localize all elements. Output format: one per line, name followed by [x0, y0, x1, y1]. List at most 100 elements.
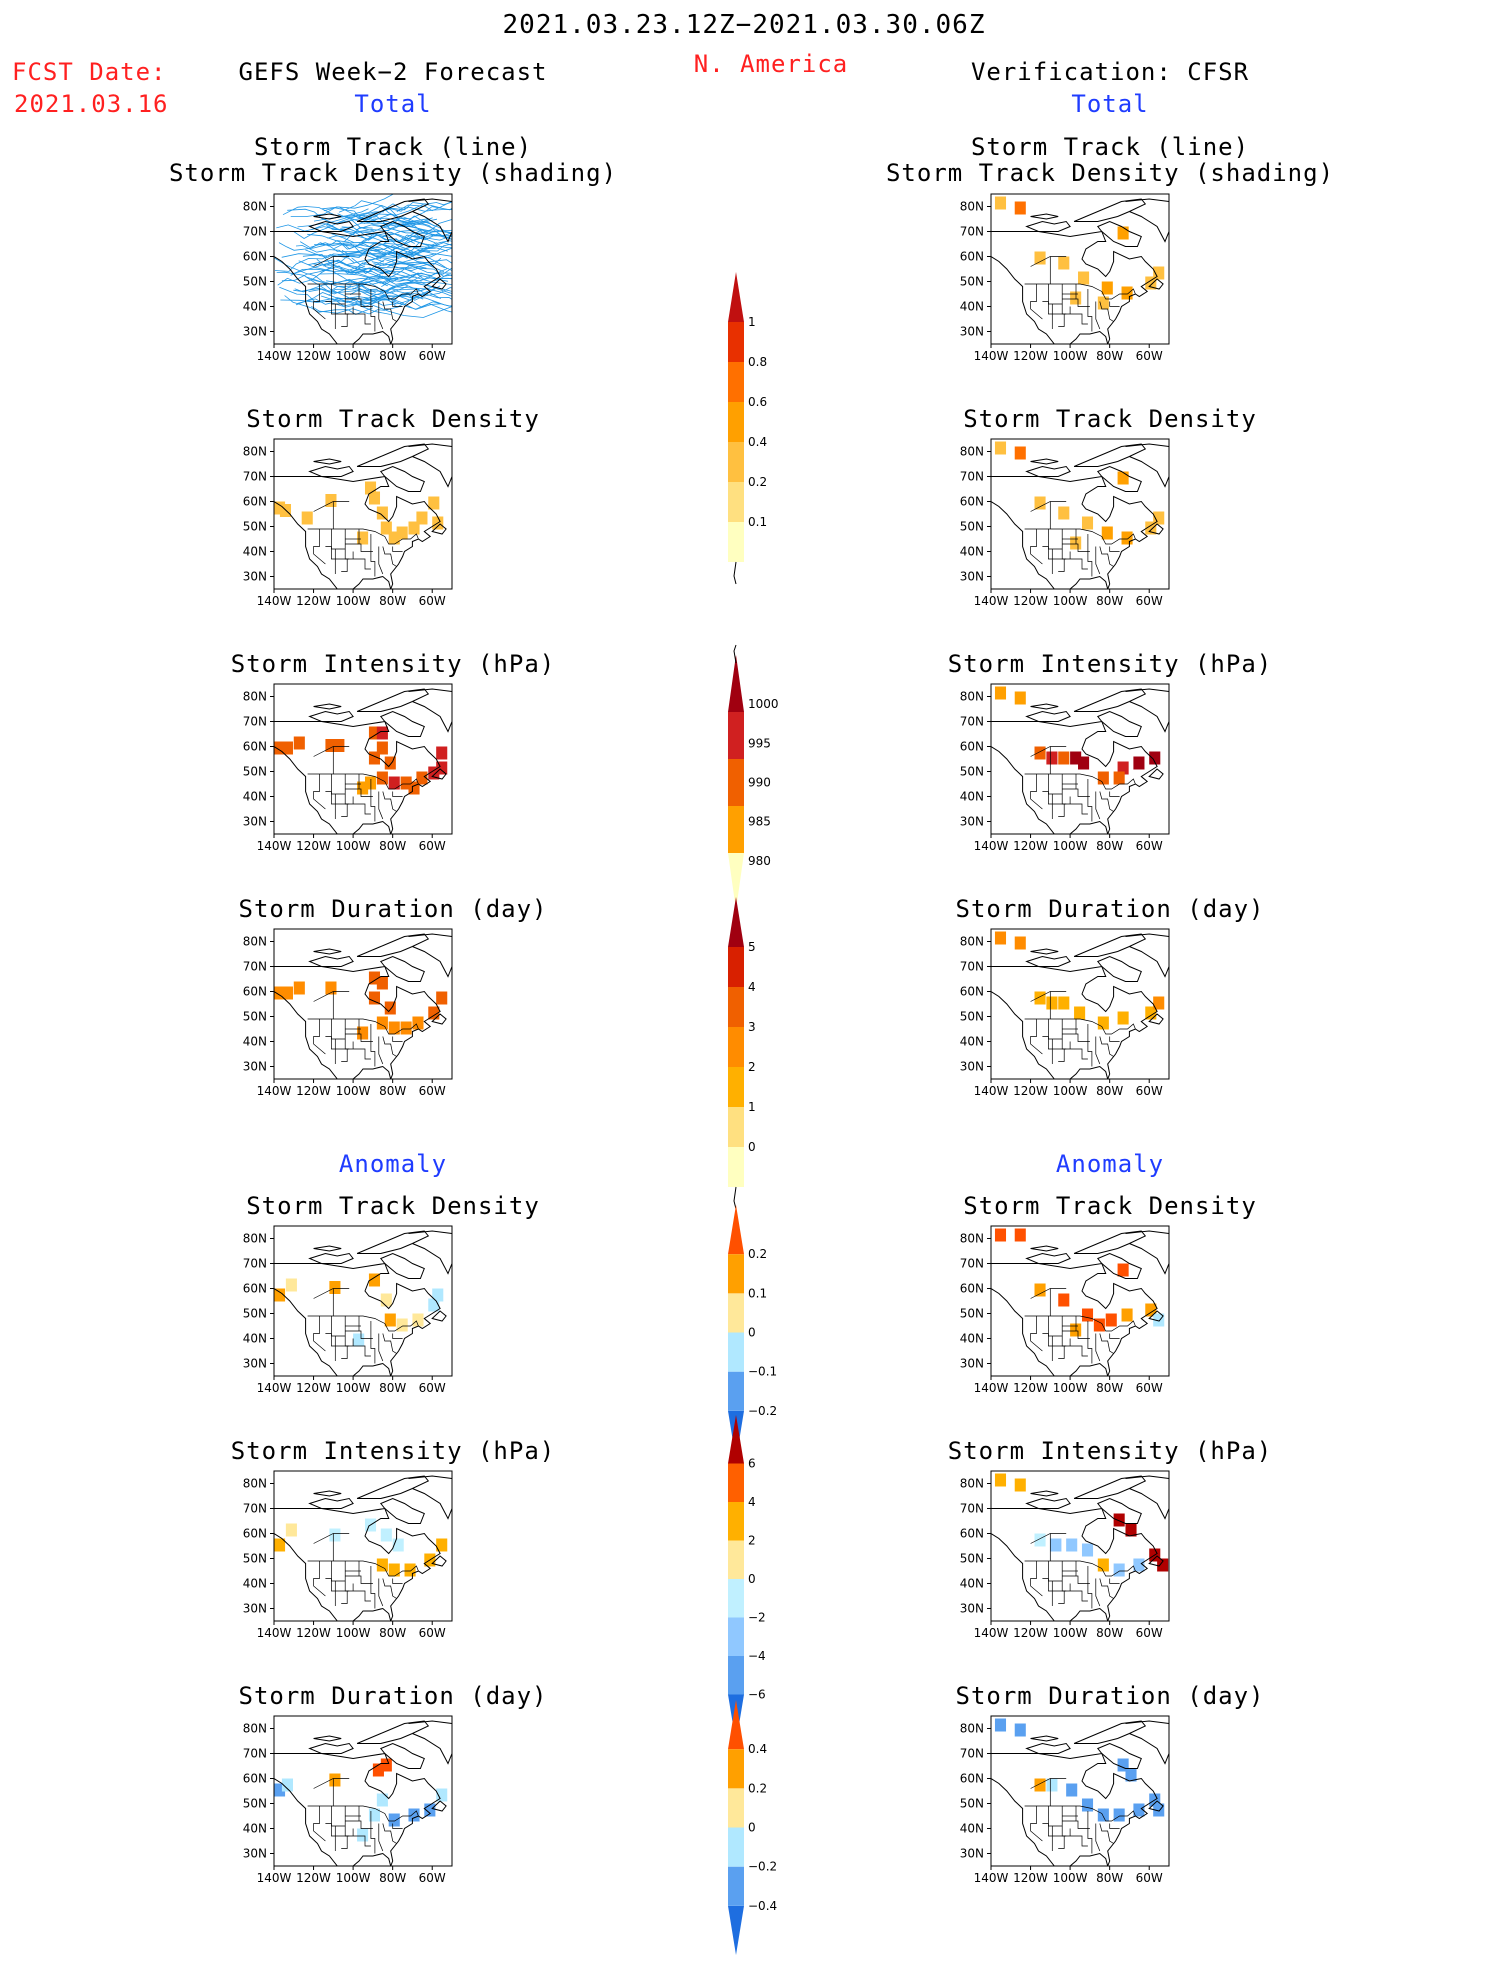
grid-cell: [285, 1523, 297, 1537]
island-outline: [308, 955, 354, 967]
storm-track: [297, 298, 391, 315]
border-line: [1048, 1019, 1063, 1040]
storm-track: [401, 206, 452, 212]
grid-cell: [1046, 996, 1058, 1010]
lon-tick-label: 140W: [257, 839, 292, 853]
storm-track: [302, 253, 388, 274]
grid-cell: [329, 1281, 341, 1294]
island-outline: [1148, 1800, 1164, 1812]
lat-tick-label: 50N: [960, 1797, 984, 1811]
grid-cell: [1157, 1558, 1169, 1572]
storm-track: [389, 216, 452, 232]
lat-tick-label: 40N: [960, 790, 984, 804]
storm-track: [374, 271, 452, 283]
border-line: [1095, 791, 1101, 820]
grid-cell: [364, 481, 377, 495]
border-line: [1030, 1561, 1043, 1597]
lon-tick-label: 60W: [1136, 839, 1163, 853]
colorbar-segment: [728, 1067, 744, 1107]
map-svg: 140W 120W 100W 80W 60W 80N 70N 60N 50N 40N 30N: [960, 1470, 1170, 1640]
grid-cell: [388, 1563, 400, 1577]
island-outline: [1030, 948, 1059, 955]
border-line: [341, 314, 348, 327]
border-line: [1062, 1330, 1090, 1339]
lat-tick-label: 50N: [960, 1307, 984, 1321]
title-gefs-anom-density: Storm Track Density: [246, 1192, 540, 1220]
colorbar-label: 2: [748, 1534, 756, 1548]
grid-cell: [1058, 506, 1070, 520]
lat-tick-label: 40N: [243, 545, 267, 559]
lat-tick-label: 70N: [960, 1747, 984, 1761]
border-line: [1062, 788, 1090, 797]
island-outline: [356, 443, 430, 467]
border-line: [1048, 284, 1063, 305]
border-line: [307, 283, 419, 300]
colorbar-label: 2: [748, 1060, 756, 1074]
border-line: [345, 543, 373, 552]
lat-tick-label: 30N: [960, 1060, 984, 1074]
storm-track: [402, 219, 452, 242]
grid-cell: [1153, 511, 1165, 525]
lon-tick-label: 100W: [1053, 839, 1088, 853]
border-line: [345, 788, 373, 797]
lat-tick-label: 30N: [243, 815, 267, 829]
map-gefs-total-intensity: 140W 120W 100W 80W 60W 80N 70N 60N 50N 40N 30N: [230, 680, 468, 860]
border-line: [1095, 1578, 1101, 1607]
grid-cell: [388, 1021, 400, 1035]
grid-cell: [1153, 1803, 1165, 1817]
grid-cell: [372, 1763, 384, 1777]
island-outline: [431, 768, 447, 780]
island-outline: [1148, 1555, 1164, 1567]
grid-cell: [1145, 521, 1157, 535]
map-svg: 140W 120W 100W 80W 60W 80N 70N 60N 50N 40N 30N: [960, 193, 1170, 363]
grid-cell: [325, 494, 337, 507]
colorbar-label: 0.2: [748, 475, 767, 489]
border-line: [1062, 1033, 1090, 1042]
lon-tick-label: 60W: [419, 349, 446, 363]
island-outline: [356, 198, 430, 222]
grid-cell: [1034, 991, 1046, 1005]
lon-tick-label: 140W: [974, 349, 1009, 363]
lon-tick-label: 120W: [1013, 594, 1048, 608]
grid-cell: [416, 511, 428, 525]
storm-track: [387, 201, 452, 211]
border-line: [1099, 546, 1114, 567]
border-line: [1062, 543, 1090, 552]
region-title: N. America: [693, 50, 849, 78]
lon-tick-label: 60W: [419, 1381, 446, 1395]
border-line: [1095, 1333, 1101, 1362]
lat-tick-label: 60N: [243, 495, 267, 509]
lon-tick-label: 140W: [974, 594, 1009, 608]
lat-tick-label: 70N: [243, 1747, 267, 1761]
island-outline: [356, 1475, 430, 1499]
border-line: [345, 1575, 373, 1584]
lon-tick-label: 100W: [1053, 594, 1088, 608]
lon-tick-label: 80W: [379, 594, 406, 608]
border-line: [344, 304, 371, 325]
border-line: [1099, 301, 1114, 322]
lat-tick-label: 30N: [243, 1357, 267, 1371]
border-line: [1109, 791, 1120, 797]
colorbar-segment: [728, 402, 744, 442]
colorbar-label: 4: [748, 980, 756, 994]
grid-cell: [274, 1538, 286, 1552]
lon-tick-label: 140W: [974, 839, 1009, 853]
island-outline: [379, 465, 425, 492]
border-line: [1048, 1316, 1063, 1337]
grid-cell: [1097, 296, 1109, 310]
title-gefs-track-shading: Storm Track Density (shading): [168, 159, 618, 187]
lat-tick-label: 50N: [243, 1552, 267, 1566]
border-line: [1058, 1591, 1065, 1604]
island-outline: [379, 955, 425, 982]
border-line: [1087, 1811, 1093, 1854]
storm-track: [356, 286, 441, 306]
island-outline: [313, 213, 342, 220]
map-cfsr-anom-duration: 140W 120W 100W 80W 60W 80N 70N 60N 50N 40N 30N: [947, 1712, 1185, 1892]
lat-tick-label: 80N: [960, 445, 984, 459]
border-line: [1024, 773, 1136, 790]
lat-tick-label: 30N: [960, 570, 984, 584]
grid-cell: [353, 1333, 365, 1347]
lon-tick-label: 80W: [379, 349, 406, 363]
storm-track: [279, 286, 366, 307]
colorbar-segment: [728, 1579, 744, 1618]
